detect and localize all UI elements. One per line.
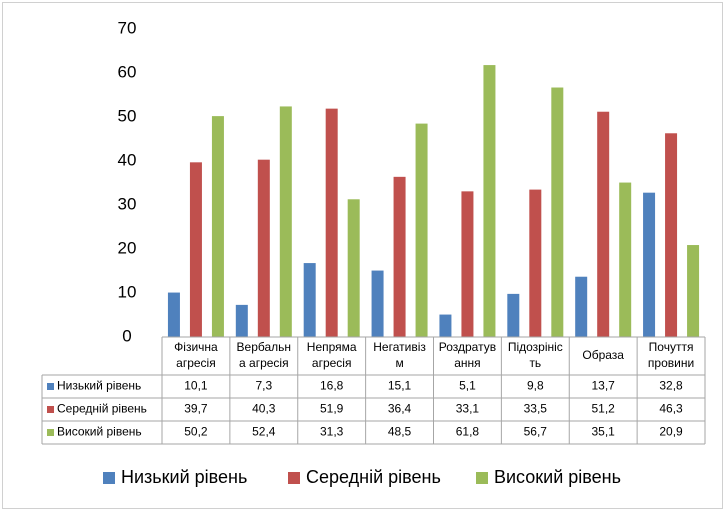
bar-1-5 [439, 314, 452, 337]
bar-1-1 [167, 292, 180, 337]
category-label: м [395, 356, 403, 370]
category-label: Вербальн [237, 340, 292, 354]
y-tick-label: 10 [118, 282, 137, 301]
row-key-2 [47, 406, 54, 413]
y-tick-label: 70 [118, 18, 137, 37]
category-label: провини [648, 356, 694, 370]
category-label: агресія [176, 356, 216, 370]
data-label: 36,4 [388, 402, 412, 416]
data-label: 10,1 [184, 379, 208, 393]
bar-1-3 [303, 263, 316, 337]
bar-3-8 [687, 245, 700, 337]
data-label: 13,7 [592, 379, 616, 393]
bar-3-3 [347, 199, 360, 337]
data-label: 33,1 [456, 402, 480, 416]
data-label: 51,9 [320, 402, 344, 416]
data-label: 20,9 [659, 425, 683, 439]
bar-1-6 [507, 293, 520, 337]
bar-1-4 [371, 270, 384, 337]
data-label: 46,3 [659, 402, 683, 416]
row-key-1 [47, 383, 54, 390]
bar-1-8 [643, 192, 656, 337]
bar-2-7 [597, 111, 610, 337]
category-label: Непряма [307, 340, 357, 354]
data-label: 52,4 [252, 425, 276, 439]
data-label: 7,3 [255, 379, 272, 393]
bar-2-5 [461, 191, 474, 337]
data-label: 9,8 [527, 379, 544, 393]
bar-3-7 [619, 182, 632, 337]
legend-label: Низький рівень [121, 467, 247, 487]
legend-label: Середній рівень [306, 467, 441, 487]
bar-2-2 [257, 159, 270, 337]
y-tick-label: 50 [118, 106, 137, 125]
data-label: 51,2 [592, 402, 616, 416]
bar-2-6 [529, 189, 542, 337]
y-tick-label: 20 [118, 238, 137, 257]
data-label: 5,1 [459, 379, 476, 393]
y-tick-label: 30 [118, 194, 137, 213]
data-label: 61,8 [456, 425, 480, 439]
category-label: Роздратув [439, 340, 496, 354]
category-label: агресія [312, 356, 352, 370]
bar-3-1 [211, 116, 224, 338]
data-label: 15,1 [388, 379, 412, 393]
category-label: а агресія [239, 356, 289, 370]
bar-3-4 [415, 123, 428, 337]
category-label: Підозрініс [508, 340, 563, 354]
bar-2-4 [393, 176, 406, 337]
y-tick-label: 60 [118, 62, 137, 81]
data-label: 48,5 [388, 425, 412, 439]
data-label: 39,7 [184, 402, 208, 416]
y-tick-label: 40 [118, 150, 137, 169]
data-label: 16,8 [320, 379, 344, 393]
data-label: 31,3 [320, 425, 344, 439]
category-label: Фізична [174, 340, 218, 354]
category-label: Образа [582, 348, 624, 362]
legend-swatch-2 [288, 472, 300, 484]
legend-swatch-1 [103, 472, 115, 484]
bar-3-5 [483, 65, 496, 337]
category-label: ть [529, 356, 541, 370]
row-label: Середній рівень [57, 402, 147, 416]
data-label: 40,3 [252, 402, 276, 416]
row-label: Низький рівень [57, 379, 141, 393]
data-label: 32,8 [659, 379, 683, 393]
legend-label: Високий рівень [494, 467, 621, 487]
data-label: 35,1 [592, 425, 616, 439]
bar-3-6 [551, 87, 564, 338]
legend-swatch-3 [476, 472, 488, 484]
data-label: 50,2 [184, 425, 208, 439]
bar-2-8 [665, 133, 678, 337]
y-tick-label: 0 [122, 326, 131, 345]
row-key-3 [47, 429, 54, 436]
category-label: ання [454, 356, 480, 370]
data-label: 33,5 [524, 402, 548, 416]
bar-1-2 [235, 304, 248, 337]
bar-3-2 [279, 106, 292, 337]
data-label: 56,7 [524, 425, 548, 439]
bar-2-3 [325, 108, 338, 337]
bar-2-1 [189, 162, 202, 337]
bar-1-7 [575, 276, 588, 337]
category-label: Почуття [649, 340, 694, 354]
row-label: Високий рівень [57, 425, 142, 439]
category-label: Негативіз [373, 340, 426, 354]
